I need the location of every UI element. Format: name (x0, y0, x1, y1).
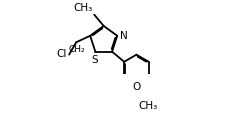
Text: CH₂: CH₂ (69, 45, 86, 54)
Text: O: O (132, 82, 141, 92)
Text: N: N (120, 31, 128, 41)
Text: S: S (92, 55, 98, 65)
Text: CH₃: CH₃ (73, 3, 93, 13)
Text: Cl: Cl (56, 49, 67, 59)
Text: CH₃: CH₃ (138, 101, 158, 111)
